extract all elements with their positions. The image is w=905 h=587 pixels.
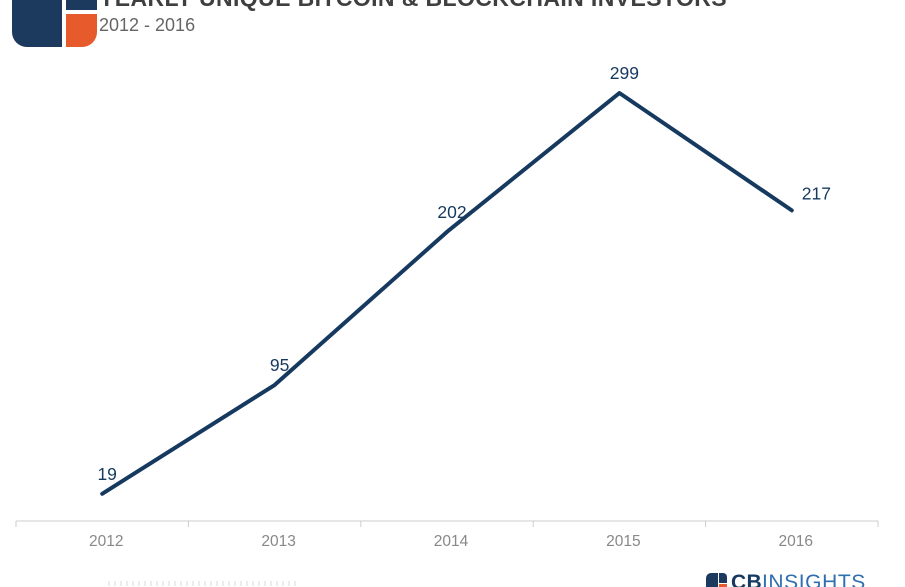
logo-top-right-block <box>66 0 97 10</box>
chart-line <box>100 91 794 496</box>
cbinsights-footer-logo: CB INSIGHTS <box>706 571 866 587</box>
cropped-text-fragment <box>108 581 298 586</box>
footer-logo-cb-text: CB <box>731 571 762 587</box>
data-label: 95 <box>270 355 289 375</box>
chart-subtitle: 2012 - 2016 <box>99 15 196 35</box>
data-label: 217 <box>802 183 831 203</box>
line-chart: 2012 2013 2014 2015 2016 19 95 202 299 217 <box>15 63 879 550</box>
data-label: 299 <box>610 63 639 83</box>
x-axis-label: 2014 <box>434 533 469 550</box>
data-label: 19 <box>97 464 116 484</box>
x-axis-label: 2013 <box>261 533 295 550</box>
cb-insights-small-mark-icon <box>706 573 727 587</box>
x-axis-label: 2012 <box>89 533 123 550</box>
logo-left-block <box>12 0 62 47</box>
x-axis-label: 2015 <box>606 533 640 550</box>
data-label: 202 <box>437 202 466 222</box>
cb-insights-logo-icon <box>12 0 97 47</box>
x-axis-label: 2016 <box>779 533 813 550</box>
chart-title: YEARLY UNIQUE BITCOIN & BLOCKCHAIN INVES… <box>99 0 727 11</box>
footer-logo-insights-text: INSIGHTS <box>761 571 866 587</box>
logo-bottom-right-block <box>66 14 97 47</box>
